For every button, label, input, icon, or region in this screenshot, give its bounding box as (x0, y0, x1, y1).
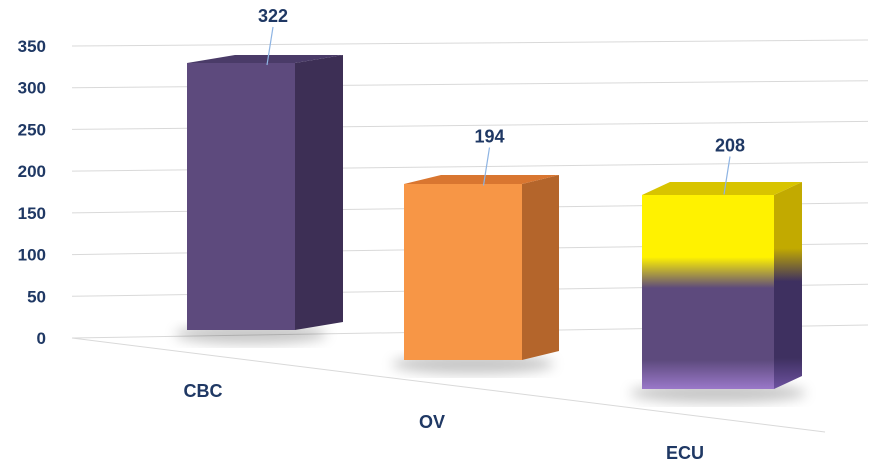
y-tick-label: 350 (18, 37, 46, 56)
bar-top-face (187, 55, 343, 63)
data-label-leader (266, 26, 274, 66)
floor-edge (71, 337, 826, 433)
bar-top-face (642, 182, 802, 195)
bar-side-face (774, 182, 802, 389)
y-tick-label: 50 (27, 287, 46, 306)
data-label: 322 (258, 6, 288, 26)
bar-cbc (175, 55, 343, 344)
bar-side-face (522, 175, 559, 360)
data-labels: 322 194 208 (258, 6, 745, 195)
x-category-label: ECU (666, 443, 704, 463)
data-label: 208 (715, 136, 745, 156)
bars (175, 55, 806, 403)
y-tick-label: 250 (18, 120, 46, 139)
bar-front-face (187, 63, 295, 330)
data-label: 194 (474, 127, 504, 147)
x-category-label: OV (419, 412, 445, 432)
x-axis: CBC OV ECU (184, 381, 705, 463)
bar-front-face (404, 184, 522, 360)
x-category-label: CBC (184, 381, 223, 401)
bar-ecu (630, 182, 806, 403)
bar-side-face (295, 55, 343, 330)
bar-top-face (404, 175, 559, 184)
data-label-leader (723, 156, 731, 195)
y-tick-label: 300 (18, 79, 46, 98)
y-tick-label: 0 (37, 329, 46, 348)
y-tick-label: 200 (18, 162, 46, 181)
y-tick-label: 150 (18, 204, 46, 223)
y-tick-label: 100 (18, 246, 46, 265)
y-axis: 0 50 100 150 200 250 300 350 (18, 37, 46, 348)
bar-front-face (642, 195, 774, 389)
data-label-leader (482, 147, 491, 186)
gridline (71, 39, 869, 47)
bar-ov (392, 175, 559, 374)
